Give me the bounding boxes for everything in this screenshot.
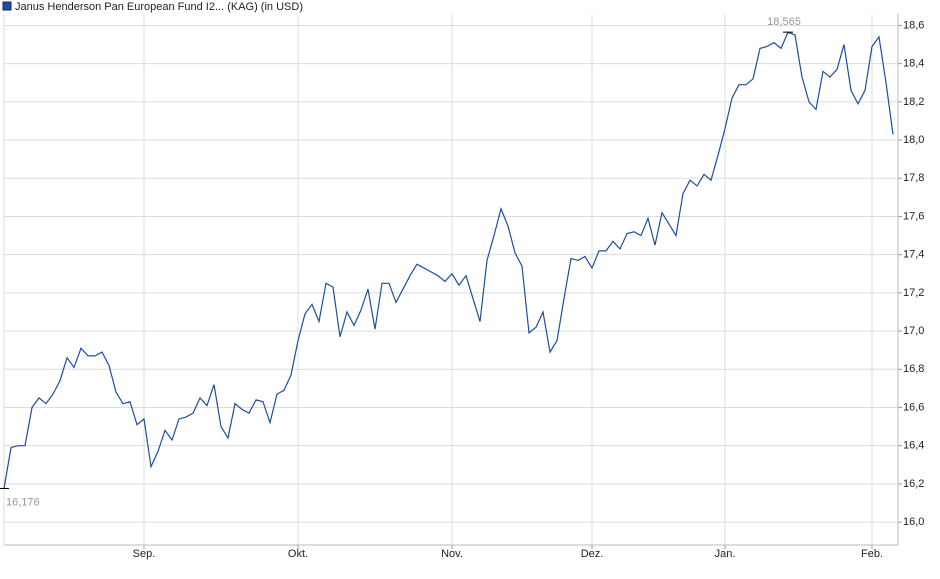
y-tick-label: 17,8 bbox=[903, 172, 924, 184]
x-tick-label: Feb. bbox=[861, 548, 883, 560]
y-tick-label: 16,8 bbox=[903, 363, 924, 375]
x-tick-label: Okt. bbox=[288, 548, 308, 560]
annotation: 16,176 bbox=[6, 496, 40, 508]
y-tick-label: 18,2 bbox=[903, 96, 924, 108]
legend-swatch bbox=[2, 1, 12, 11]
y-tick-label: 18,4 bbox=[903, 58, 924, 70]
y-tick-label: 16,6 bbox=[903, 401, 924, 413]
x-tick-label: Nov. bbox=[441, 548, 463, 560]
y-tick-label: 18,6 bbox=[903, 19, 924, 31]
y-tick-label: 17,2 bbox=[903, 287, 924, 299]
x-tick-label: Sep. bbox=[133, 548, 156, 560]
x-tick-label: Dez. bbox=[581, 548, 604, 560]
y-tick-label: 18,0 bbox=[903, 134, 924, 146]
y-tick-label: 17,0 bbox=[903, 325, 924, 337]
y-tick-label: 17,4 bbox=[903, 249, 924, 261]
y-tick-label: 16,4 bbox=[903, 440, 924, 452]
line-series bbox=[3, 31, 894, 489]
y-tick-label: 16,0 bbox=[903, 516, 924, 528]
y-tick-label: 16,2 bbox=[903, 478, 924, 490]
x-tick-label: Jan. bbox=[715, 548, 736, 560]
y-tick-label: 17,6 bbox=[903, 210, 924, 222]
annotation: 18,565 bbox=[767, 16, 801, 28]
chart-title: Janus Henderson Pan European Fund I2... … bbox=[15, 1, 303, 13]
